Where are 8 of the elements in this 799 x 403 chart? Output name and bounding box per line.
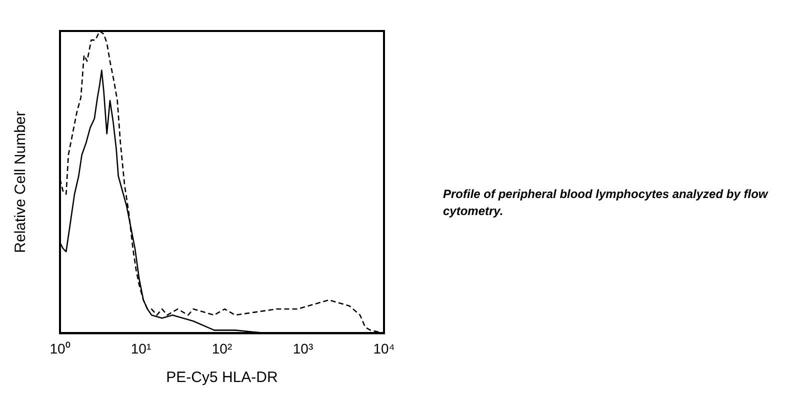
x-axis-title: PE-Cy5 HLA-DR	[166, 369, 278, 386]
x-tick-label: 10¹	[130, 340, 152, 356]
text: Profile of peripheral blood lymphocytes analyzed by flow cytometry.	[443, 186, 768, 220]
x-tick-label: 10⁴	[373, 340, 395, 356]
x-tick-label: 10²	[212, 340, 232, 356]
x-tick-label: 10³	[292, 340, 314, 356]
x-tick-label: 10⁰	[50, 340, 70, 356]
y-axis-title: Relative Cell Number	[12, 111, 30, 253]
